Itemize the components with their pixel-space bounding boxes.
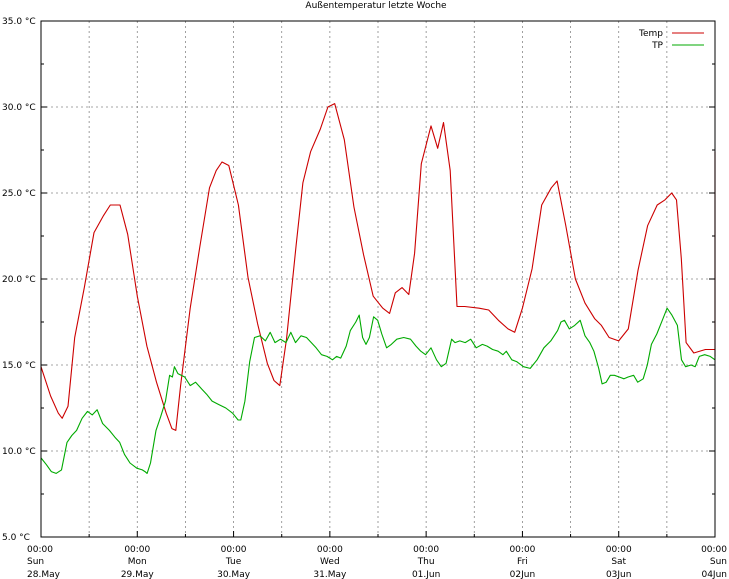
y-tick-label: 25.0 °C <box>2 189 36 199</box>
y-tick-label: 35.0 °C <box>2 17 36 27</box>
x-tick-day: Sun <box>27 557 44 567</box>
grid <box>41 21 715 537</box>
chart-title: Außentemperatur letzte Woche <box>305 1 447 11</box>
legend-label-tp: TP <box>651 41 663 51</box>
legend: Temp TP <box>638 29 704 51</box>
x-tick-date: 02Jun <box>510 570 536 579</box>
series-line-temp <box>40 103 716 431</box>
x-tick-date: 01.Jun <box>412 570 440 579</box>
x-tick-time: 00:00 <box>413 545 439 555</box>
x-tick-time: 00:00 <box>509 545 535 555</box>
x-tick-time: 00:00 <box>221 545 247 555</box>
x-tick-date: 04Jun <box>701 570 727 579</box>
x-tick-day: Sun <box>710 557 727 567</box>
x-tick-date: 28.May <box>27 570 61 579</box>
x-tick-date: 29.May <box>121 570 155 579</box>
x-tick-day: Wed <box>320 557 340 567</box>
x-tick-date: 03Jun <box>606 570 632 579</box>
x-tick-day: Tue <box>225 557 242 567</box>
y-tick-label: 30.0 °C <box>2 103 36 113</box>
y-axis-ticks: 5.0 °C 10.0 °C 15.0 °C 20.0 °C 25.0 °C 30.0 °… <box>2 17 715 543</box>
plot-frame <box>40 20 716 538</box>
x-tick-day: Thu <box>417 557 435 567</box>
x-axis-ticks: 00:00 Sun 28.May 00:00 Mon 29.May 00:00 Tue 30.M… <box>27 531 727 579</box>
x-tick-time: 00:00 <box>317 545 343 555</box>
x-tick-time: 00:00 <box>27 545 53 555</box>
x-tick-day: Mon <box>128 557 147 567</box>
y-tick-label: 5.0 °C <box>2 533 30 543</box>
y-tick-label: 20.0 °C <box>2 275 36 285</box>
x-tick-time: 00:00 <box>701 545 727 555</box>
x-tick-time: 00:00 <box>124 545 150 555</box>
x-tick-day: Fri <box>517 557 528 567</box>
y-tick-label: 10.0 °C <box>2 447 36 457</box>
x-tick-time: 00:00 <box>606 545 632 555</box>
x-tick-date: 30.May <box>217 570 251 579</box>
y-tick-label: 15.0 °C <box>2 361 36 371</box>
series-line-tp <box>40 307 716 474</box>
x-tick-date: 31.May <box>313 570 347 579</box>
x-tick-day: Sat <box>611 557 626 567</box>
legend-label-temp: Temp <box>638 29 663 39</box>
series-lines <box>40 103 716 474</box>
